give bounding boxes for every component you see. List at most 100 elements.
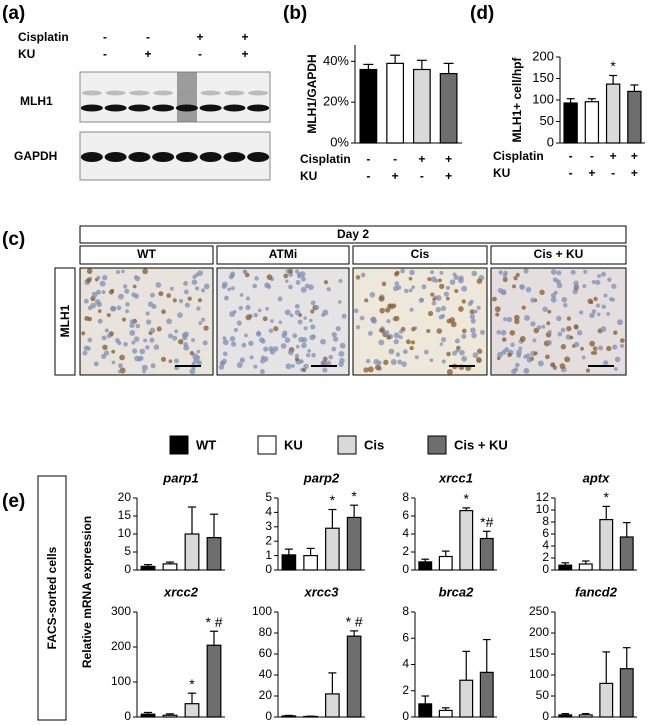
y-tick-label: 6	[402, 508, 409, 522]
nucleus	[441, 359, 446, 364]
row-name: Cisplatin	[18, 30, 69, 44]
nucleus	[99, 280, 106, 287]
nucleus	[550, 269, 557, 275]
nucleus	[303, 326, 308, 331]
nucleus	[556, 282, 563, 289]
nucleus	[86, 346, 91, 351]
y-tick-label: 200	[111, 639, 131, 653]
nucleus	[585, 368, 591, 373]
nucleus	[328, 354, 334, 360]
nucleus	[439, 283, 445, 290]
nucleus	[184, 302, 191, 308]
nucleus	[601, 304, 606, 309]
nucleus	[411, 326, 416, 332]
nucleus	[600, 326, 607, 333]
bar	[459, 679, 474, 718]
band	[104, 152, 127, 162]
band	[80, 152, 103, 162]
nucleus	[440, 305, 447, 312]
column-header: Cis + KU	[534, 247, 584, 261]
nucleus	[160, 356, 167, 362]
nucleus	[294, 309, 301, 316]
bar	[386, 62, 405, 144]
nucleus	[245, 304, 251, 311]
nucleus	[383, 359, 389, 366]
chart-title: aptx	[583, 470, 611, 485]
y-tick-label: 100	[252, 604, 272, 618]
y-tick-label: 0	[124, 562, 131, 576]
nucleus	[399, 329, 404, 334]
nucleus	[82, 350, 88, 356]
nucleus	[501, 337, 507, 342]
nucleus	[476, 305, 481, 310]
y-tick-label: 0	[402, 562, 409, 576]
nucleus	[411, 285, 415, 290]
nucleus	[410, 340, 416, 345]
nucleus	[611, 283, 617, 289]
y-tick-label: 20%	[323, 94, 349, 109]
nucleus	[550, 292, 557, 299]
y-tick-label: 250	[529, 604, 549, 618]
nucleus	[512, 284, 517, 289]
nucleus	[96, 301, 102, 308]
chart-title: xrcc1	[438, 470, 473, 485]
nucleus	[288, 284, 293, 290]
nucleus	[81, 331, 86, 336]
nucleus	[266, 274, 273, 281]
nucleus	[106, 333, 112, 339]
nucleus	[118, 369, 122, 374]
nucleus	[379, 328, 386, 334]
nucleus	[269, 349, 276, 355]
nucleus	[563, 303, 568, 308]
y-tick-label: 50	[540, 113, 554, 128]
y-tick-label: 4	[265, 505, 272, 519]
nucleus	[301, 342, 307, 349]
treatment-sign: +	[445, 169, 452, 183]
row-name: KU	[18, 47, 35, 61]
nucleus	[606, 312, 611, 316]
nucleus	[507, 352, 512, 358]
bar	[563, 102, 578, 144]
nucleus	[556, 270, 562, 276]
y-tick-label: 8	[402, 490, 409, 504]
bar	[619, 536, 634, 571]
nucleus	[591, 309, 597, 314]
nucleus	[435, 306, 442, 313]
nucleus	[123, 341, 128, 347]
y-axis-label: MLH1/GAPDH	[305, 54, 319, 133]
nucleus	[462, 328, 467, 334]
blot-label: GAPDH	[14, 149, 57, 163]
treatment-sign: -	[590, 149, 594, 163]
nucleus	[236, 361, 243, 368]
nucleus	[440, 313, 446, 319]
nucleus	[469, 314, 476, 320]
treatment-sign: +	[144, 47, 151, 61]
bar	[303, 715, 318, 718]
y-tick-label: 2	[265, 533, 272, 547]
nucleus	[139, 348, 146, 355]
nucleus	[356, 325, 361, 330]
y-tick-label: 8	[542, 514, 549, 528]
nucleus	[103, 350, 110, 356]
bar	[206, 644, 222, 718]
nucleus	[391, 303, 397, 309]
nucleus	[566, 325, 572, 332]
nucleus	[461, 355, 468, 362]
nucleus	[472, 352, 479, 358]
nucleus	[392, 285, 399, 292]
nucleus	[331, 331, 337, 338]
nucleus	[375, 364, 381, 371]
side-label: FACS-sorted cells	[45, 546, 59, 649]
nucleus	[268, 328, 274, 334]
significance: *	[610, 58, 616, 74]
nucleus	[550, 362, 556, 367]
nucleus	[277, 296, 283, 302]
nucleus	[523, 367, 530, 374]
nucleus	[359, 315, 365, 321]
band	[223, 152, 246, 162]
y-tick-label: 100	[532, 91, 554, 106]
nucleus	[273, 326, 279, 332]
nucleus	[320, 360, 327, 366]
band	[104, 104, 127, 112]
